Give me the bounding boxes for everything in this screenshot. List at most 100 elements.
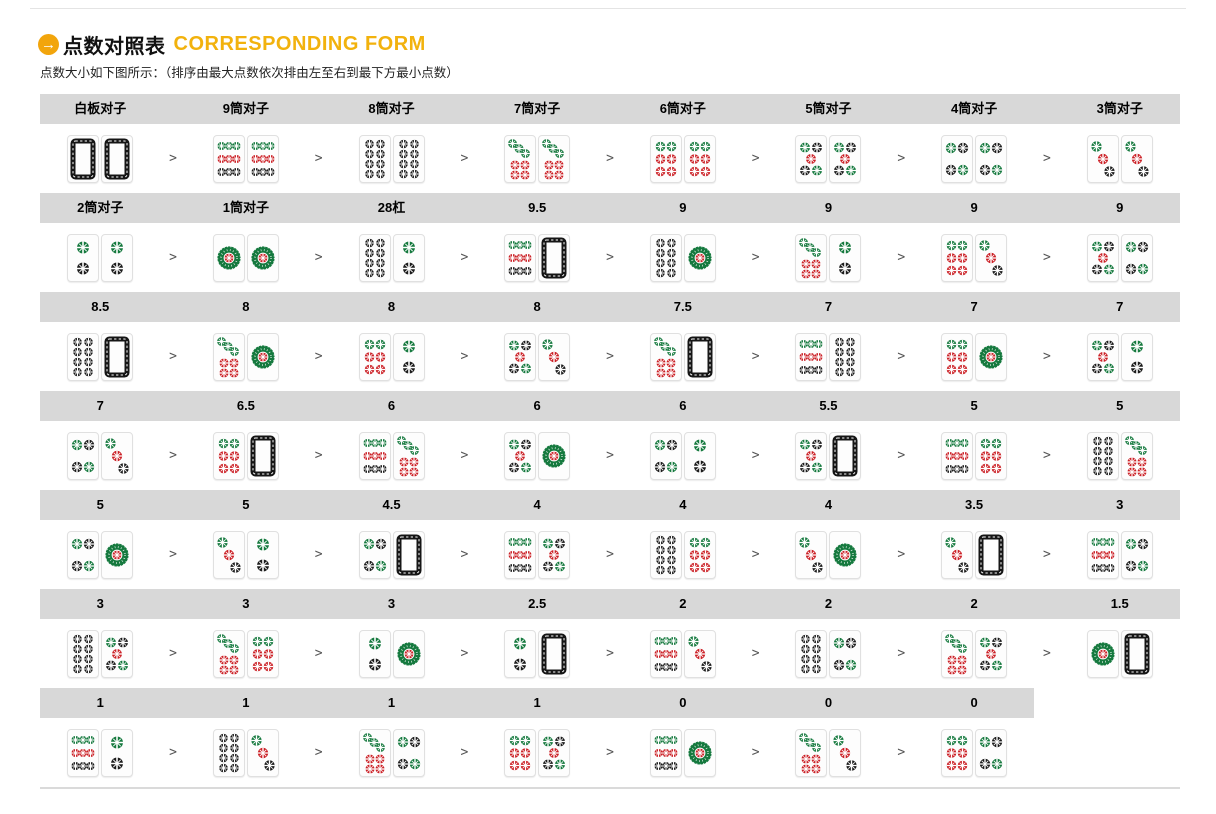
tile-white-dragon — [538, 629, 571, 678]
header-separator-gap — [597, 688, 623, 718]
tile-1-circles — [212, 233, 245, 282]
points-header-cell — [1059, 688, 1180, 718]
tile-pair-cell — [477, 421, 598, 490]
tile-pair-cell — [623, 421, 744, 490]
points-header-cell: 8 — [476, 292, 598, 322]
greater-than-separator: > — [314, 151, 323, 166]
tile-1-circles — [975, 332, 1008, 381]
tile-1-circles — [246, 332, 279, 381]
tile-7-circles — [392, 431, 425, 480]
header-separator-gap — [160, 589, 186, 619]
tile-1-circles — [1086, 629, 1119, 678]
tile-white-dragon — [1120, 629, 1153, 678]
header-separator-gap — [306, 292, 332, 322]
header-separator-gap — [743, 292, 769, 322]
greater-than-separator: > — [751, 646, 760, 661]
greater-than-separator: > — [751, 448, 760, 463]
tile-pair-cell — [186, 421, 307, 490]
points-header-cell: 2 — [913, 589, 1035, 619]
points-header-cell: 5 — [40, 490, 161, 520]
points-header-cell: 5 — [185, 490, 307, 520]
tile-4-circles — [67, 530, 100, 579]
tile-pair-row: > > > > > > > — [40, 421, 1180, 490]
tile-6-circles — [975, 431, 1008, 480]
tile-pair-row: > > > > > > — [40, 718, 1180, 787]
tile-pair-cell — [40, 421, 161, 490]
greater-than-separator: > — [1043, 448, 1051, 463]
points-header-cell: 2 — [768, 589, 889, 619]
tile-4-circles — [941, 134, 974, 183]
tile-1-circles — [683, 233, 716, 282]
tile-pair-cell — [331, 223, 452, 292]
points-header-row: 7 6.5 6 6 6 5.5 5 5 — [40, 391, 1180, 421]
points-header-cell: 6筒对子 — [622, 94, 744, 124]
points-header-cell: 7 — [1059, 292, 1180, 322]
header-separator-gap — [451, 193, 477, 223]
header-separator-gap — [743, 589, 769, 619]
header-separator-gap — [451, 490, 477, 520]
greater-than-separator: > — [751, 151, 760, 166]
greater-than-separator: > — [751, 547, 760, 562]
tile-3-circles — [683, 629, 716, 678]
tile-5-circles — [101, 629, 134, 678]
header-separator-gap — [743, 391, 769, 421]
tile-5-circles — [829, 134, 862, 183]
tile-white-dragon — [101, 134, 134, 183]
tile-9-circles — [649, 629, 682, 678]
header-separator-gap — [743, 688, 769, 718]
header-separator-gap — [597, 292, 623, 322]
tile-pair-cell — [40, 718, 161, 787]
tile-5-circles — [975, 629, 1008, 678]
points-header-cell: 8筒对子 — [331, 94, 452, 124]
points-header-cell: 8 — [185, 292, 307, 322]
tile-7-circles — [538, 134, 571, 183]
tile-pair-row: > > > > > > > — [40, 124, 1180, 193]
tile-8-circles — [212, 728, 245, 777]
points-header-cell: 4 — [622, 490, 744, 520]
tile-7-circles — [941, 629, 974, 678]
tile-pair-cell — [186, 619, 307, 688]
points-header-cell: 0 — [913, 688, 1035, 718]
tile-6-circles — [504, 728, 537, 777]
tile-7-circles — [504, 134, 537, 183]
header-separator-gap — [597, 94, 623, 124]
tile-pair-cell — [186, 520, 307, 589]
tile-7-circles — [649, 332, 682, 381]
header-separator-gap — [597, 589, 623, 619]
tile-2-circles — [358, 629, 391, 678]
greater-than-separator: > — [460, 151, 469, 166]
greater-than-separator: > — [606, 745, 614, 760]
tile-pair-cell — [331, 619, 452, 688]
tile-3-circles — [538, 332, 571, 381]
tile-6-circles — [683, 134, 716, 183]
greater-than-separator: > — [169, 349, 177, 364]
header-separator-gap — [160, 94, 186, 124]
header-separator-gap — [306, 391, 332, 421]
points-header-cell: 9 — [913, 193, 1035, 223]
tile-5-circles — [795, 431, 828, 480]
header-separator-gap — [306, 589, 332, 619]
points-header-cell: 5筒对子 — [768, 94, 889, 124]
greater-than-separator: > — [897, 646, 906, 661]
greater-than-separator: > — [314, 250, 323, 265]
page-title-en: CORRESPONDING FORM — [173, 32, 426, 55]
tile-9-circles — [504, 530, 537, 579]
tile-pair-cell — [40, 520, 161, 589]
tile-9-circles — [1086, 530, 1119, 579]
tile-3-circles — [1086, 134, 1119, 183]
tile-pair-cell — [623, 718, 744, 787]
greater-than-separator: > — [314, 448, 323, 463]
tile-pair-cell — [40, 124, 161, 193]
points-header-cell: 7 — [40, 391, 161, 421]
tile-4-circles — [67, 431, 100, 480]
points-header-cell: 2 — [622, 589, 744, 619]
tile-8-circles — [829, 332, 862, 381]
points-header-cell: 9 — [622, 193, 744, 223]
points-header-row: 白板对子 9筒对子 8筒对子 7筒对子 6筒对子 5筒对子 4筒对子 3筒对子 — [40, 94, 1180, 124]
points-header-cell: 3 — [331, 589, 452, 619]
header-separator-gap — [160, 688, 186, 718]
page-title-zh: 点数对照表 — [63, 35, 166, 58]
tile-pair-cell — [1059, 520, 1180, 589]
tile-3-circles — [795, 530, 828, 579]
